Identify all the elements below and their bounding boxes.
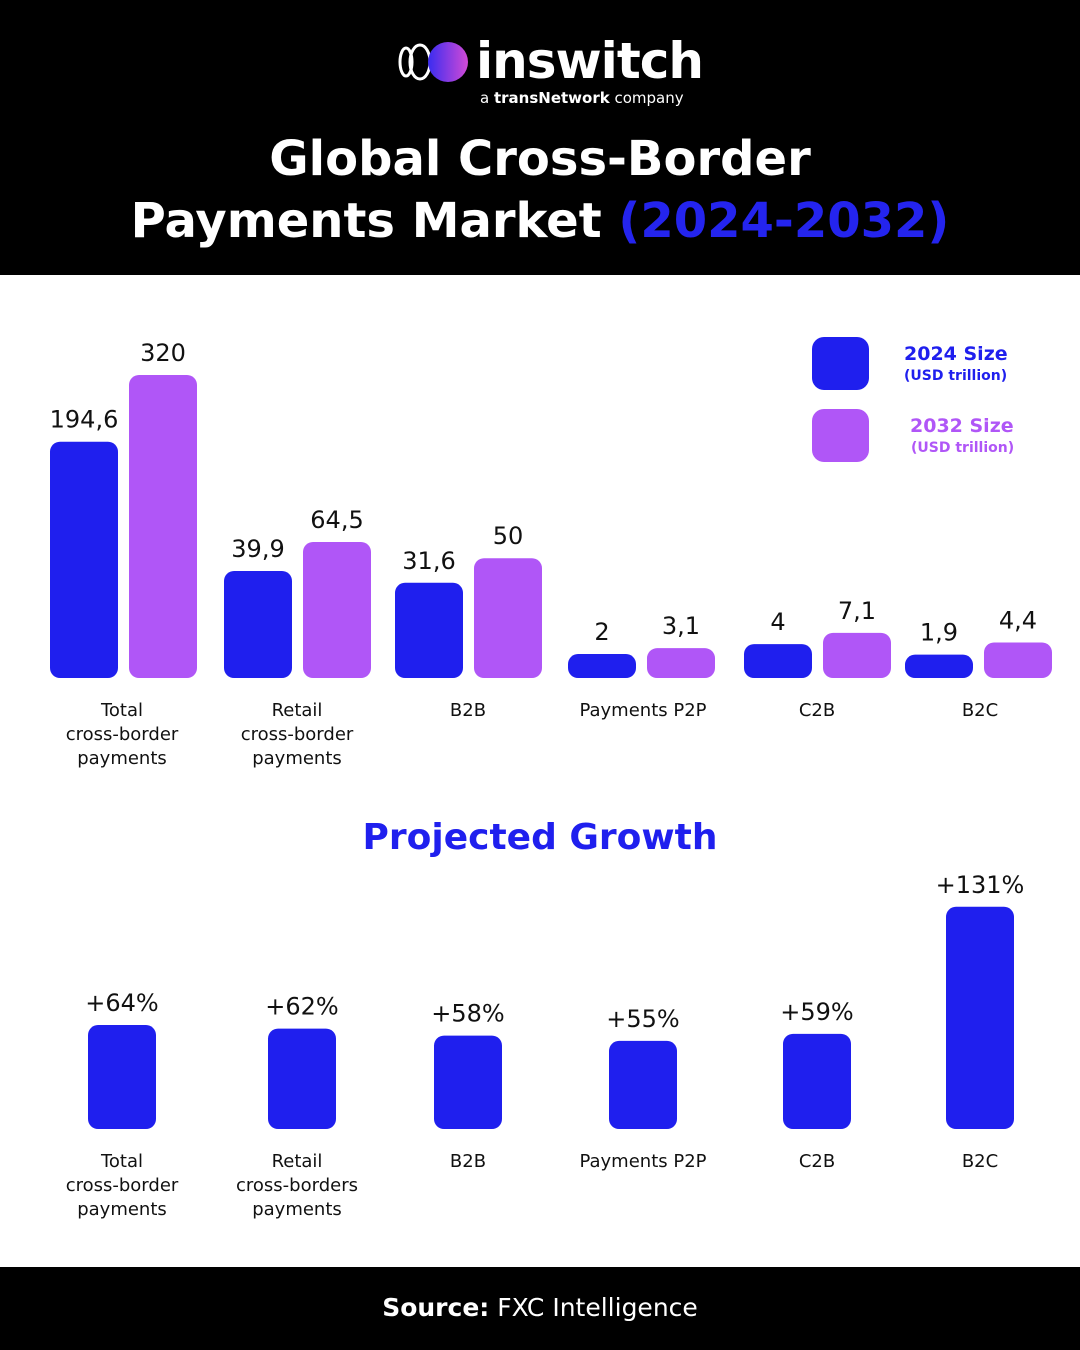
growth-category-label: cross-borders [236, 1175, 358, 1196]
size-value-label: 7,1 [838, 597, 876, 625]
header-banner: inswitch a transNetwork company Global C… [0, 0, 1080, 275]
growth-category-label: cross-border [66, 1175, 179, 1196]
size-value-label: 39,9 [231, 535, 284, 563]
size-bar-total-cross-border-payments-2024 [50, 441, 118, 678]
size-value-label: 31,6 [402, 547, 455, 575]
size-value-label: 50 [493, 522, 524, 550]
size-bar-c2b-2024 [744, 644, 812, 678]
size-category-label: cross-border [241, 724, 354, 745]
size-value-label: 64,5 [310, 506, 363, 534]
size-bar-payments-p2p-2024 [568, 654, 636, 678]
growth-value-label: +131% [936, 871, 1025, 899]
size-category-label: C2B [799, 700, 835, 721]
source-value: FXC Intelligence [497, 1293, 698, 1322]
tagline-prefix: a [480, 89, 490, 107]
growth-bar-total-cross-border-payments [88, 1025, 156, 1129]
tagline-suffix: company [614, 89, 684, 107]
title-line-1: Global Cross-Border [269, 131, 811, 187]
size-category-label: payments [77, 748, 167, 769]
growth-value-label: +64% [85, 989, 158, 1017]
size-category-label: Retail [272, 700, 323, 721]
legend-subtitle-2024: (USD trillion) [904, 368, 1008, 384]
size-bar-b2b-2032 [474, 558, 542, 678]
legend-title-2024: 2024 Size [904, 343, 1008, 365]
charts-canvas: 194,6 320 Total cross-border payments 39,9 64,… [50, 339, 1052, 1220]
growth-value-label: +59% [780, 998, 853, 1026]
size-value-label: 194,6 [50, 406, 119, 434]
size-bar-total-cross-border-payments-2032 [129, 375, 197, 678]
growth-bar-payments-p2p [609, 1040, 677, 1129]
size-bar-retail-cross-border-payments-2032 [303, 541, 371, 678]
growth-category-label: payments [77, 1199, 167, 1220]
size-value-label: 3,1 [662, 612, 700, 640]
size-category-label: B2C [962, 700, 998, 721]
growth-category-label: Payments P2P [579, 1151, 706, 1172]
size-bar-b2b-2024 [395, 582, 463, 678]
size-value-label: 4,4 [999, 606, 1037, 634]
size-value-label: 4 [770, 608, 785, 636]
growth-section-title: Projected Growth [362, 817, 718, 858]
size-bar-b2c-2024 [905, 654, 973, 678]
legend-subtitle-2032: (USD trillion) [911, 440, 1015, 456]
brand-tagline: a transNetwork company [480, 88, 684, 108]
title-line-2: Payments Market (2024-2032) [0, 190, 1080, 252]
growth-bar-retail-cross-borders-payments [268, 1028, 336, 1129]
growth-category-label: payments [252, 1199, 342, 1220]
size-value-label: 1,9 [920, 619, 958, 647]
inswitch-logo-icon [398, 42, 468, 82]
legend-swatch-2024 [812, 337, 869, 390]
size-bar-retail-cross-border-payments-2024 [224, 571, 292, 678]
growth-bar-b2c [946, 906, 1014, 1129]
size-bar-c2b-2032 [823, 632, 891, 678]
page-title: Global Cross-Border Payments Market (202… [0, 128, 1080, 252]
growth-bar-c2b [783, 1033, 851, 1129]
size-category-label: Payments P2P [579, 700, 706, 721]
growth-value-label: +62% [265, 993, 338, 1021]
size-bar-b2c-2032 [984, 642, 1052, 678]
legend-title-2032: 2032 Size [910, 415, 1014, 437]
projected-growth-chart: +64% Total cross-border payments +62% Retail c… [66, 871, 1025, 1220]
tagline-brand: transNetwork [493, 89, 610, 107]
source-label: Source: [382, 1293, 490, 1322]
source-note: Source: FXC Intelligence [0, 1291, 1080, 1325]
legend-swatch-2032 [812, 409, 869, 462]
size-value-label: 320 [140, 339, 186, 367]
size-category-label: B2B [450, 700, 486, 721]
size-value-label: 2 [594, 618, 609, 646]
growth-value-label: +55% [606, 1005, 679, 1033]
growth-value-label: +58% [431, 1000, 504, 1028]
size-bar-payments-p2p-2032 [647, 648, 715, 678]
footer-banner: Source: FXC Intelligence [0, 1267, 1080, 1350]
title-main: Payments Market [130, 193, 602, 249]
growth-bar-b2b [434, 1035, 502, 1129]
brand-name: inswitch [476, 32, 704, 90]
size-category-label: payments [252, 748, 342, 769]
growth-category-label: C2B [799, 1151, 835, 1172]
size-category-label: Total [100, 700, 143, 721]
title-year-range: (2024-2032) [618, 193, 950, 249]
growth-category-label: Retail [272, 1151, 323, 1172]
growth-category-label: Total [100, 1151, 143, 1172]
growth-category-label: B2C [962, 1151, 998, 1172]
market-size-chart: 194,6 320 Total cross-border payments 39,9 64,… [50, 339, 1052, 769]
brand-logo: inswitch a transNetwork company [0, 32, 1080, 112]
growth-category-label: B2B [450, 1151, 486, 1172]
size-category-label: cross-border [66, 724, 179, 745]
